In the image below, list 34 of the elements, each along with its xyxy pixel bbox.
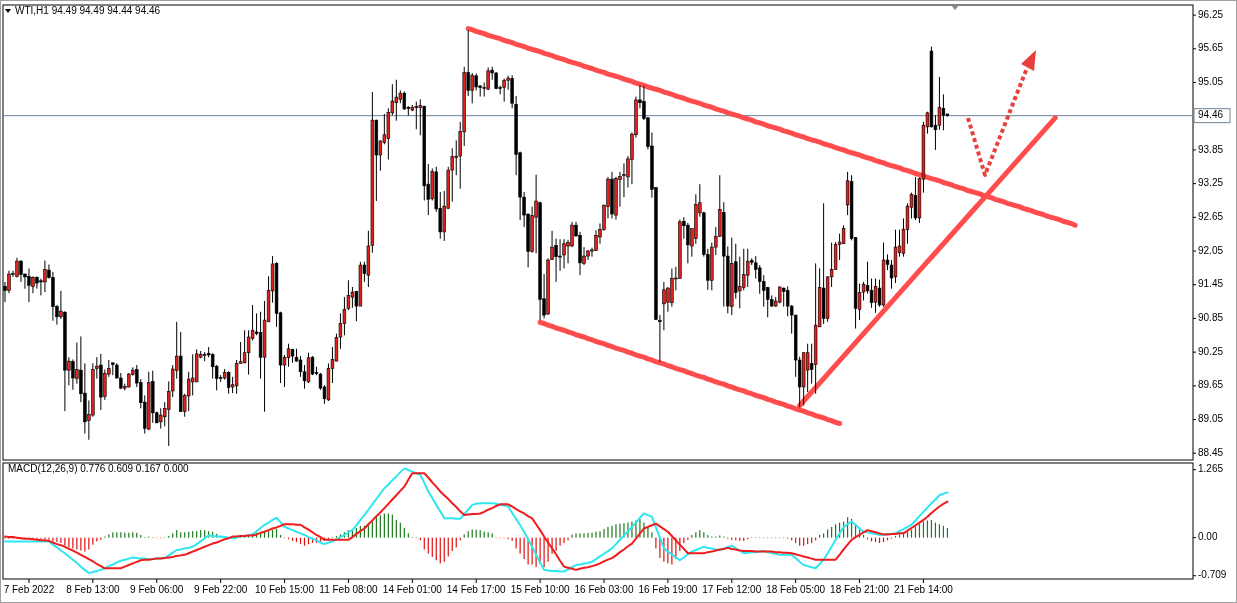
y-tick-label: 89.65: [1198, 379, 1224, 391]
x-tick-label: 21 Feb 14:00: [893, 584, 954, 595]
x-tick-label: 17 Feb 12:00: [702, 584, 762, 595]
y-tick-label: 90.85: [1198, 312, 1224, 324]
x-tick-label: 11 Feb 08:00: [319, 584, 378, 595]
x-tick-label: 8 Feb 13:00: [66, 584, 120, 595]
x-tick-label: 9 Feb 06:00: [130, 584, 184, 595]
y-tick-label: 96.25: [1198, 8, 1224, 20]
y-tick-label: -0.709: [1198, 569, 1227, 581]
y-tick-label: 93.25: [1198, 177, 1224, 189]
y-tick-label: 92.65: [1198, 210, 1224, 222]
y-tick-label: 0.00: [1198, 531, 1218, 543]
chart-title: WTI,H1 94.49 94.49 94.44 94.46: [15, 5, 161, 16]
x-tick-label: 15 Feb 10:00: [510, 584, 570, 595]
y-tick-label: 92.05: [1198, 244, 1224, 256]
ref-line-label: 94.46: [1198, 109, 1224, 121]
x-tick-label: 10 Feb 15:00: [255, 584, 315, 595]
y-tick-label: 88.45: [1198, 446, 1224, 458]
x-tick-label: 18 Feb 05:00: [766, 584, 826, 595]
x-tick-label: 14 Feb 17:00: [446, 584, 507, 595]
x-tick-label: 16 Feb 03:00: [574, 584, 634, 595]
y-tick-label: 89.05: [1198, 413, 1224, 425]
y-tick-label: 90.25: [1198, 345, 1224, 357]
chart-title: MACD(12,26,9) 0.776 0.609 0.167 0.000: [8, 463, 190, 474]
x-tick-label: 16 Feb 19:00: [638, 584, 698, 595]
y-tick-label: 91.45: [1198, 278, 1224, 290]
x-tick-label: 14 Feb 01:00: [382, 584, 443, 595]
y-tick-label: 95.65: [1198, 42, 1224, 54]
y-tick-label: 93.85: [1198, 143, 1224, 155]
x-tick-label: 9 Feb 22:00: [193, 584, 248, 595]
x-tick-label: 7 Feb 2022: [3, 584, 55, 595]
y-tick-label: 1.265: [1198, 463, 1224, 475]
x-tick-label: 18 Feb 21:00: [830, 584, 890, 595]
y-tick-label: 95.05: [1198, 76, 1224, 88]
